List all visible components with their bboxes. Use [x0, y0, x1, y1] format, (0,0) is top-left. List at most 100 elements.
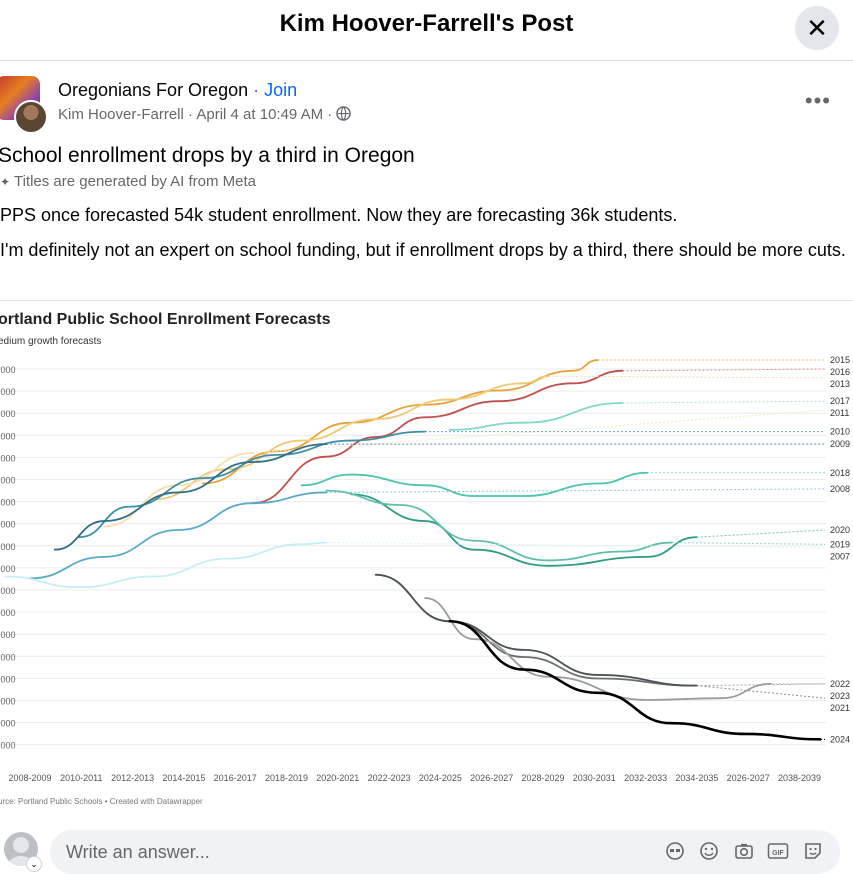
chart-title: ortland Public School Enrollment Forecas…	[0, 311, 331, 328]
series-projection	[622, 400, 826, 404]
series-label: 2017	[830, 396, 850, 406]
post-paragraph-2: I'm definitely not an expert on school f…	[0, 240, 846, 260]
series-line-2011	[103, 452, 254, 528]
post-date-link[interactable]: April 4 at 10:49 AM	[196, 106, 324, 123]
x-tick-label: 2010-2011	[60, 773, 102, 783]
series-label: 2015	[830, 355, 850, 365]
chart-image[interactable]: ortland Public School Enrollment Forecas…	[0, 300, 853, 821]
series-projection	[326, 488, 826, 493]
page-title: Kim Hoover-Farrell's Post	[279, 10, 574, 37]
series-projection	[548, 375, 826, 379]
y-tick-label: ,000	[0, 431, 16, 441]
x-tick-label: 2008-2009	[8, 773, 51, 783]
series-label: 2022	[830, 679, 850, 689]
series-projection	[696, 685, 826, 699]
x-tick-label: 2022-2023	[368, 773, 411, 783]
ai-sparkle-icon: ✦	[0, 175, 11, 189]
svg-text:GIF: GIF	[772, 850, 784, 857]
series-line-2024	[448, 619, 822, 741]
author-link[interactable]: Kim Hoover-Farrell	[58, 106, 184, 123]
separator: ·	[248, 80, 265, 100]
close-button[interactable]: ✕	[795, 6, 839, 50]
more-options-button[interactable]: •••	[805, 88, 831, 114]
x-tick-label: 2020-2021	[316, 773, 359, 783]
y-tick-label: ,000	[0, 498, 16, 508]
post-meta: Kim Hoover-Farrell · April 4 at 10:49 AM…	[58, 106, 352, 125]
x-tick-label: 2018-2019	[265, 773, 308, 783]
x-tick-label: 2028-2029	[521, 773, 564, 783]
series-label: 2018	[830, 468, 850, 478]
y-tick-label: ,000	[0, 564, 16, 574]
x-tick-label: 2016-2017	[214, 773, 257, 783]
y-tick-label: ,000	[0, 409, 16, 419]
chart-subtitle: edium growth forecasts	[0, 336, 101, 347]
y-tick-label: ,000	[0, 476, 16, 486]
ai-note: ✦ Titles are generated by AI from Meta	[0, 173, 256, 190]
ai-note-text: Titles are generated by AI from Meta	[13, 173, 257, 190]
avatar-sticker-icon[interactable]	[664, 841, 686, 863]
more-icon: •••	[804, 88, 831, 113]
separator: ·	[183, 106, 197, 123]
group-line: Oregonians For Oregon · Join	[58, 80, 297, 101]
x-tick-label: 2030-2031	[573, 773, 616, 783]
series-line-2007	[4, 541, 328, 589]
avatar[interactable]	[14, 100, 48, 134]
globe-icon	[336, 106, 352, 125]
x-tick-label: 2038-2039	[778, 773, 821, 783]
y-tick-label: ,000	[0, 652, 16, 662]
series-projection	[671, 542, 826, 545]
series-line-2020	[350, 493, 698, 567]
series-label: 2010	[830, 427, 850, 437]
y-tick-label: ,000	[0, 586, 16, 596]
series-label: 2008	[830, 484, 850, 494]
post-title: School enrollment drops by a third in Or…	[0, 144, 415, 167]
series-label: 2024	[830, 734, 850, 744]
x-tick-label: 2024-2025	[419, 773, 462, 783]
series-projection	[622, 368, 826, 372]
y-tick-label: ,000	[0, 542, 16, 552]
gif-icon[interactable]: GIF	[767, 841, 789, 863]
series-label: 2016	[830, 367, 850, 377]
y-tick-label: ,000	[0, 453, 16, 463]
post-header: Oregonians For Oregon · Join Kim Hoover-…	[0, 72, 853, 134]
x-tick-label: 2034-2035	[675, 773, 718, 783]
comment-composer: ⌄ Write an answer... GIF	[0, 826, 853, 874]
series-label: 2020	[830, 525, 850, 535]
series-label: 2011	[830, 408, 849, 418]
emoji-icon[interactable]	[698, 841, 720, 863]
enrollment-chart: ortland Public School Enrollment Forecas…	[0, 311, 850, 806]
y-tick-label: ,000	[0, 387, 16, 397]
series-projection	[326, 542, 826, 549]
sticker-icon[interactable]	[802, 841, 824, 863]
series-line-2017	[448, 402, 624, 431]
series-line-2021	[374, 573, 698, 687]
avatar[interactable]	[4, 832, 38, 866]
series-line-2013	[152, 375, 550, 501]
series-line-2010	[78, 430, 426, 539]
camera-icon[interactable]	[733, 841, 755, 863]
series-line-2009	[53, 443, 328, 551]
y-tick-label: ,000	[0, 697, 16, 707]
series-label: 2013	[830, 379, 850, 389]
x-tick-label: 2032-2033	[624, 773, 667, 783]
join-link[interactable]: Join	[264, 80, 298, 100]
series-line-2018	[300, 471, 649, 497]
series-label: 2021	[830, 703, 850, 713]
x-tick-label: 2026-2027	[470, 773, 513, 783]
y-tick-label: ,000	[0, 608, 16, 618]
y-tick-label: ,000	[0, 741, 16, 751]
y-tick-label: ,000	[0, 719, 16, 729]
series-label: 2009	[830, 439, 850, 449]
separator: ·	[323, 106, 337, 123]
x-tick-label: 2012-2013	[111, 773, 154, 783]
comment-input[interactable]: Write an answer... GIF	[50, 830, 840, 874]
group-name-link[interactable]: Oregonians For Oregon	[58, 80, 249, 100]
chart-source: urce: Portland Public Schools • Created …	[0, 797, 203, 806]
comment-placeholder: Write an answer...	[66, 842, 210, 862]
series-line-2008	[29, 491, 328, 580]
x-tick-label: 2026-2027	[727, 773, 770, 783]
x-tick-label: 2014-2015	[162, 773, 205, 783]
chevron-down-icon[interactable]: ⌄	[26, 856, 42, 872]
post-paragraph-1: PPS once forecasted 54k student enrollme…	[0, 205, 678, 225]
series-line-2023	[424, 597, 772, 701]
